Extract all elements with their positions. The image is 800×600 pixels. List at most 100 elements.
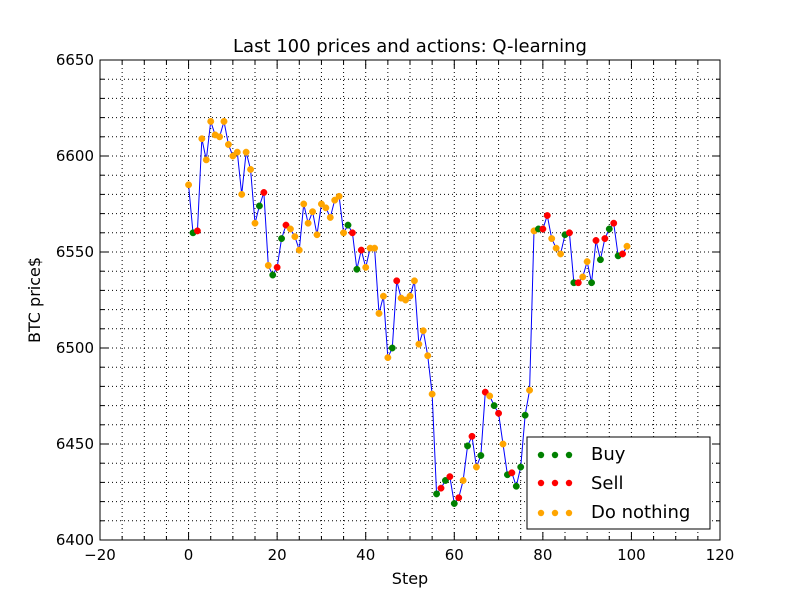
do-nothing-point [251, 219, 259, 227]
do-nothing-point [220, 117, 228, 125]
buy-point [344, 221, 352, 229]
do-nothing-point [583, 258, 591, 266]
do-nothing-point [415, 340, 423, 348]
legend-marker [537, 479, 545, 487]
sell-point [574, 279, 582, 287]
do-nothing-point [428, 390, 436, 398]
do-nothing-point [548, 235, 556, 243]
do-nothing-point [557, 250, 565, 258]
do-nothing-point [472, 463, 480, 471]
do-nothing-point [322, 204, 330, 212]
do-nothing-point [424, 352, 432, 360]
sell-point [468, 432, 476, 440]
do-nothing-point [238, 190, 246, 198]
x-tick-label: 100 [617, 546, 646, 564]
y-tick-label: 6500 [56, 339, 94, 357]
x-tick-label: −20 [84, 546, 116, 564]
do-nothing-point [185, 181, 193, 189]
legend-buy: Buy [537, 444, 626, 465]
sell-point [282, 221, 290, 229]
buy-point [588, 279, 596, 287]
buy-point [441, 477, 449, 484]
sell-point [348, 229, 356, 237]
do-nothing-point [247, 165, 255, 173]
buy-point [464, 442, 472, 450]
x-tick-label: 20 [268, 546, 287, 564]
sell-point [592, 237, 600, 244]
plot-frame [99, 59, 721, 541]
do-nothing-point [300, 200, 308, 208]
do-nothing-point [526, 386, 534, 394]
buy-point [269, 271, 277, 279]
sell-point [357, 246, 365, 254]
do-nothing-point [410, 277, 418, 285]
legend-marker [551, 451, 559, 459]
legend-label: Do nothing [591, 502, 690, 523]
sell-point [543, 212, 551, 219]
do-nothing-point [242, 148, 250, 156]
do-nothing-point [623, 242, 631, 250]
do-nothing-point [326, 213, 334, 221]
y-tick-label: 6550 [56, 243, 94, 261]
action-points [185, 117, 631, 507]
legend-label: Sell [591, 473, 624, 494]
sell-point [565, 229, 573, 237]
legend-sell: Sell [537, 473, 624, 494]
do-nothing-point [295, 246, 303, 254]
do-nothing-point [552, 244, 560, 252]
sell-point [601, 235, 609, 243]
x-tick-label: 80 [533, 546, 552, 564]
do-nothing-point [198, 135, 206, 143]
buy-point [388, 344, 396, 352]
do-nothing-point [486, 392, 494, 400]
legend-marker [551, 479, 559, 487]
x-tick-label: 120 [706, 546, 735, 564]
tick-marks [100, 60, 720, 540]
do-nothing-point [406, 292, 414, 300]
legend-marker [551, 509, 559, 517]
do-nothing-point [459, 477, 467, 484]
do-nothing-point [233, 148, 241, 156]
sell-point [495, 409, 503, 417]
buy-point [490, 402, 498, 410]
do-nothing-point [216, 133, 224, 141]
legend-marker [565, 509, 573, 517]
do-nothing-point [207, 117, 215, 125]
legend-do-nothing: Do nothing [537, 502, 690, 523]
legend-marker [537, 451, 545, 459]
y-tick-labels: 6400 6450 6500 6550 6600 6650 [56, 51, 94, 549]
sell-point [455, 494, 463, 502]
buy-point [596, 256, 604, 264]
y-tick-label: 6650 [56, 51, 94, 69]
sell-point [273, 263, 281, 271]
y-tick-label: 6450 [56, 435, 94, 453]
chart-title: Last 100 prices and actions: Q-learning [233, 36, 587, 57]
do-nothing-point [499, 440, 507, 448]
do-nothing-point [309, 208, 317, 216]
x-tick-label: 60 [445, 546, 464, 564]
buy-point [450, 500, 458, 507]
do-nothing-point [335, 192, 343, 200]
do-nothing-point [579, 273, 587, 281]
x-tick-label: 40 [356, 546, 375, 564]
do-nothing-point [379, 292, 387, 300]
do-nothing-point [331, 196, 339, 204]
do-nothing-point [202, 156, 210, 164]
do-nothing-point [402, 296, 410, 304]
legend-marker [565, 451, 573, 459]
sell-point [437, 484, 445, 492]
buy-point [255, 202, 263, 210]
sell-point [610, 219, 618, 227]
do-nothing-point [291, 233, 299, 241]
sell-point [508, 469, 516, 477]
buy-point [512, 482, 520, 490]
buy-point [605, 225, 613, 233]
legend-marker [537, 509, 545, 517]
x-tick-labels: −20 0 20 40 60 80 100 120 [84, 546, 734, 564]
minor-ticks [100, 60, 720, 540]
sell-point [619, 250, 627, 258]
do-nothing-point [317, 200, 325, 208]
buy-point [521, 411, 529, 419]
do-nothing-point [304, 219, 312, 227]
